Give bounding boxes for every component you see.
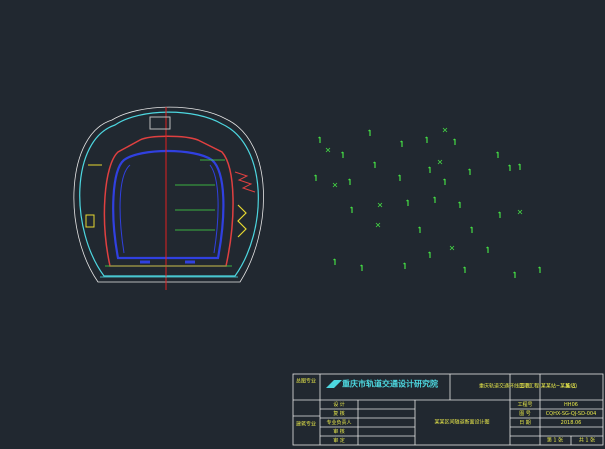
- cross-mark: [437, 159, 443, 165]
- tick-mark: [373, 161, 376, 168]
- tick-mark: [428, 166, 431, 173]
- project-name: 重庆轨道交通环线二期工程(某某站~某某站): [479, 383, 577, 390]
- info-label: 工程号: [517, 401, 532, 408]
- annotation-marks: [314, 127, 541, 278]
- tick-mark: [538, 266, 541, 273]
- tick-mark: [400, 140, 403, 147]
- cross-mark: [375, 222, 381, 228]
- tick-mark: [458, 201, 461, 208]
- info-value: 施 工: [565, 383, 577, 390]
- tick-mark: [341, 151, 344, 158]
- info-value: CQHX-SG-QJ-SD-004: [546, 411, 597, 417]
- tick-mark: [348, 178, 351, 185]
- tick-mark: [318, 136, 321, 143]
- role-label: 审 核: [333, 428, 345, 435]
- info-label: 图 号: [519, 411, 531, 417]
- tick-mark: [403, 262, 406, 269]
- cross-mark: [442, 127, 448, 133]
- info-value: 2018.06: [561, 420, 582, 426]
- sheet-total: 共 1 张: [579, 437, 595, 444]
- tick-mark: [406, 199, 409, 206]
- tick-mark: [418, 226, 421, 233]
- drawing-title: 某某区间隧道断面设计图: [434, 419, 489, 426]
- tick-mark: [518, 163, 521, 170]
- tick-mark: [486, 246, 489, 253]
- tick-mark: [443, 178, 446, 185]
- cross-mark: [325, 147, 331, 153]
- company-logo: [326, 380, 342, 388]
- tick-mark: [425, 136, 428, 143]
- tunnel-section: [73, 106, 264, 290]
- tick-mark: [453, 138, 456, 145]
- tick-mark: [513, 271, 516, 278]
- tick-mark: [496, 151, 499, 158]
- info-label: 图 别: [519, 383, 531, 390]
- tick-mark: [508, 164, 511, 171]
- left-label: 总图专业: [296, 378, 316, 385]
- tick-mark: [350, 206, 353, 213]
- cross-mark: [332, 182, 338, 188]
- tick-mark: [368, 129, 371, 136]
- tick-mark: [314, 174, 317, 181]
- left-label: 建筑专业: [296, 421, 316, 428]
- tick-mark: [463, 266, 466, 273]
- company-name: 重庆市轨道交通设计研究院: [342, 379, 438, 389]
- cross-mark: [517, 209, 523, 215]
- info-value: HH06: [564, 402, 578, 408]
- role-label: 审 定: [333, 437, 345, 444]
- tick-mark: [498, 211, 501, 218]
- tick-mark: [468, 168, 471, 175]
- sheet-number: 第 1 张: [547, 437, 563, 444]
- role-label: 复 核: [333, 410, 345, 417]
- role-label: 设 计: [333, 401, 345, 408]
- info-label: 日 期: [519, 420, 531, 426]
- tick-mark: [360, 264, 363, 271]
- tick-mark: [333, 258, 336, 265]
- tick-mark: [470, 226, 473, 233]
- tick-mark: [433, 196, 436, 203]
- title-block: [292, 373, 604, 446]
- cross-mark: [377, 202, 383, 208]
- cross-mark: [449, 245, 455, 251]
- tick-mark: [398, 174, 401, 181]
- role-label: 专业负责人: [326, 419, 351, 426]
- tick-mark: [428, 251, 431, 258]
